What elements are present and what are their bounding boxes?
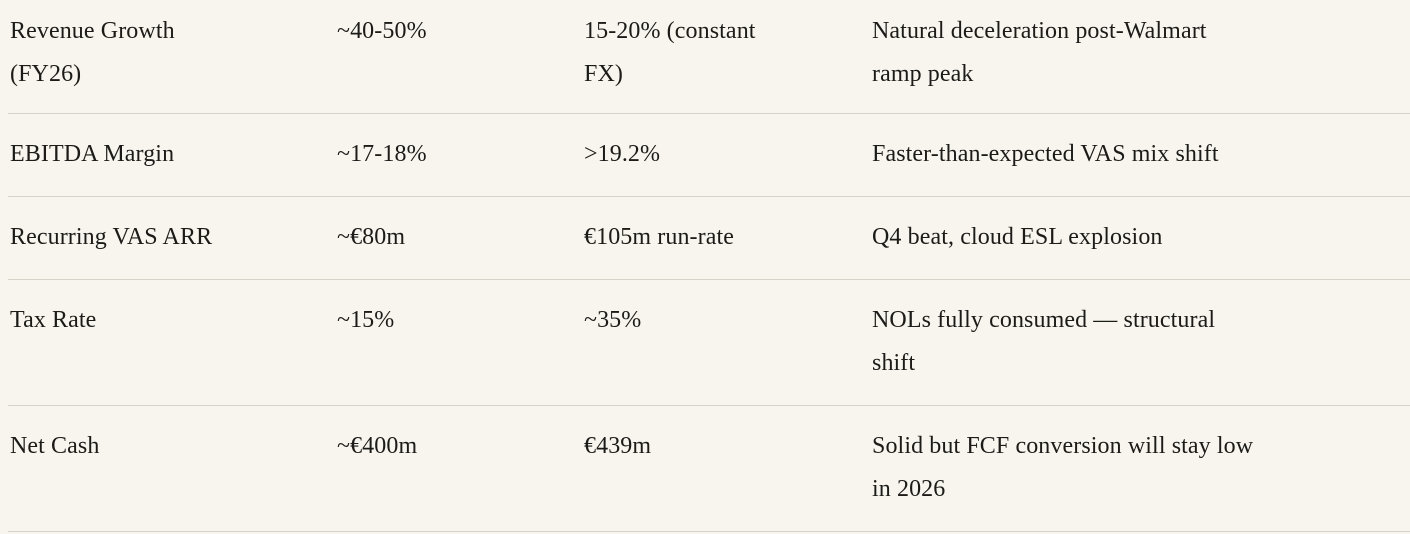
- cell-metric-name: Net Cash: [10, 433, 100, 459]
- table-row: EBITDA Margin ~17-18% >19.2% Faster-than…: [8, 114, 1410, 197]
- table-row: Recurring VAS ARR ~€80m €105m run-rate Q…: [8, 197, 1410, 280]
- cell-guidance-value: ~15%: [337, 307, 395, 333]
- cell-metric-name: Recurring VAS ARR: [10, 224, 213, 250]
- cell-comment: NOLs fully consumed — structural shift: [872, 307, 1216, 376]
- cell-guidance-value: ~€400m: [337, 433, 418, 459]
- cell-actual-value: €439m: [584, 433, 652, 459]
- cell-guidance-value: ~17-18%: [337, 141, 427, 167]
- cell-guidance-value: ~40-50%: [337, 18, 427, 44]
- cell-metric-name: Tax Rate: [10, 307, 97, 333]
- cell-comment: Faster-than-expected VAS mix shift: [872, 141, 1219, 167]
- cell-actual-value: 15-20% (constant FX): [584, 18, 756, 87]
- cell-actual-value: ~35%: [584, 307, 642, 333]
- cell-metric-name: Revenue Growth (FY26): [10, 18, 175, 87]
- cell-comment: Solid but FCF conversion will stay low i…: [872, 433, 1254, 502]
- cell-actual-value: €105m run-rate: [584, 224, 735, 250]
- cell-guidance-value: ~€80m: [337, 224, 406, 250]
- cell-metric-name: EBITDA Margin: [10, 141, 175, 167]
- cell-comment: Natural deceleration post-Walmart ramp p…: [872, 18, 1207, 87]
- cell-comment: Q4 beat, cloud ESL explosion: [872, 224, 1163, 250]
- table-row: Net Cash ~€400m €439m Solid but FCF conv…: [8, 406, 1410, 532]
- cell-actual-value: >19.2%: [584, 141, 661, 167]
- table-row: Tax Rate ~15% ~35% NOLs fully consumed —…: [8, 280, 1410, 406]
- table-row: Revenue Growth (FY26) ~40-50% 15-20% (co…: [8, 0, 1410, 114]
